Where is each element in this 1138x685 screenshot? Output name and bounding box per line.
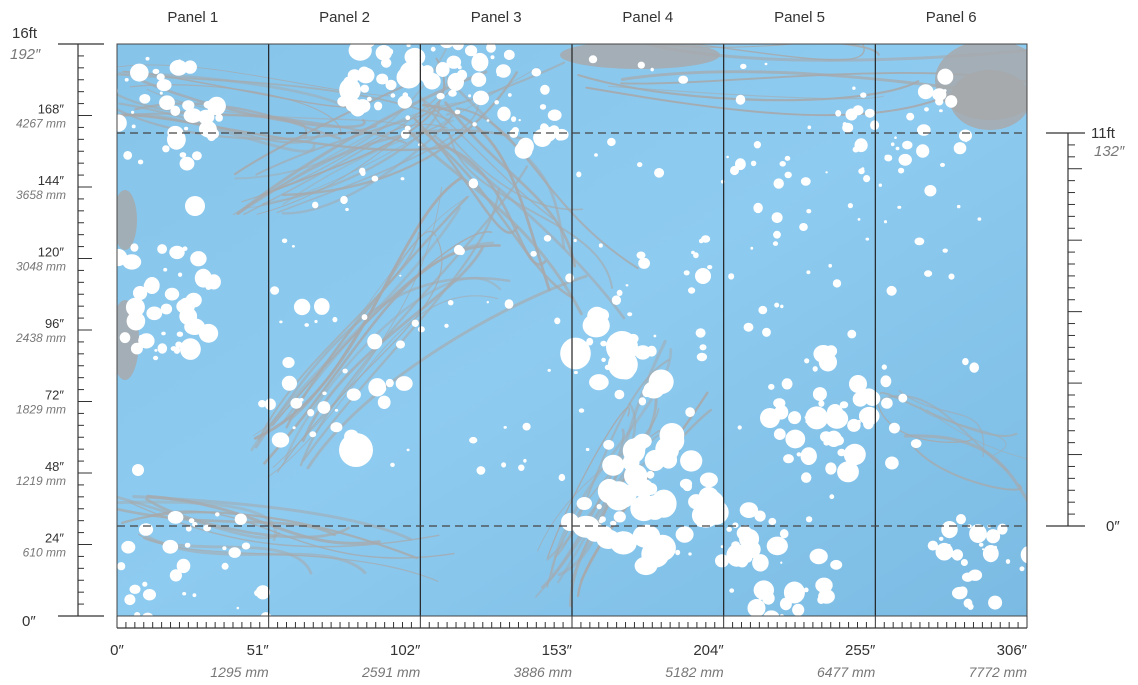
bottom-ruler: 0″ 51″ 1295 mm 102″ 2591 mm 153″ 3886 mm 204″ 51… <box>110 616 1028 680</box>
mural-image <box>117 44 1027 616</box>
left-ruler-mm-label: 1219 mm <box>16 474 66 488</box>
left-ruler-mm-label: 2438 mm <box>15 331 66 345</box>
right-ruler-zero-label: 0″ <box>1106 518 1120 535</box>
bottom-ruler-mm-label: 7772 mm <box>969 664 1028 680</box>
left-ruler-mm-label: 4267 mm <box>16 117 66 131</box>
panel-label: Panel 4 <box>622 9 673 26</box>
panel-label: Panel 6 <box>926 9 977 26</box>
foam-bubbles <box>117 44 1027 616</box>
bottom-ruler-label: 204″ <box>693 642 724 659</box>
right-ruler-top-label: 11ft <box>1091 125 1116 142</box>
bottom-ruler-mm-label: 2591 mm <box>361 664 421 680</box>
left-ruler-label: 72″ <box>45 388 64 403</box>
panel-label: Panel 5 <box>774 9 825 26</box>
bottom-ruler-label: 153″ <box>542 642 573 659</box>
left-ruler-zero-label: 0″ <box>22 613 36 630</box>
panel-dividers <box>268 44 876 616</box>
left-ruler-mm-label: 610 mm <box>23 546 66 560</box>
bottom-ruler-label: 255″ <box>845 642 876 659</box>
left-ruler-label: 24″ <box>45 531 64 546</box>
right-ruler: 11ft 132″ 0″ <box>1046 125 1125 535</box>
bottom-ruler-mm-label: 5182 mm <box>665 664 724 680</box>
right-ruler-top-sub: 132″ <box>1094 143 1125 160</box>
left-ruler-top-sub: 192″ <box>10 46 41 63</box>
bottom-ruler-mm-label: 6477 mm <box>817 664 876 680</box>
panel-label: Panel 3 <box>471 9 522 26</box>
bottom-ruler-label: 102″ <box>390 642 421 659</box>
panel-label: Panel 2 <box>319 9 370 26</box>
left-ruler-mm-label: 3658 mm <box>16 188 66 202</box>
left-ruler-label: 48″ <box>45 459 64 474</box>
left-ruler-label: 120″ <box>38 245 65 260</box>
left-ruler: 16ft 192″ 0″ 168″4267 mm 144″3658 mm 120″3… <box>10 25 104 630</box>
left-ruler-label: 168″ <box>38 102 65 117</box>
panel-label: Panel 1 <box>167 9 218 26</box>
left-ruler-top-label: 16ft <box>12 25 38 42</box>
bottom-ruler-label: 0″ <box>110 642 124 659</box>
bottom-ruler-mm-label: 1295 mm <box>210 664 269 680</box>
left-ruler-mm-label: 3048 mm <box>16 260 66 274</box>
left-ruler-label: 144″ <box>38 173 65 188</box>
bottom-ruler-label: 51″ <box>247 642 270 659</box>
panel-labels: Panel 1 Panel 2 Panel 3 Panel 4 Panel 5 Panel… <box>167 9 976 26</box>
left-ruler-label: 96″ <box>45 316 64 331</box>
left-ruler-mm-label: 1829 mm <box>16 403 66 417</box>
bottom-ruler-label: 306″ <box>997 642 1028 659</box>
bottom-ruler-mm-label: 3886 mm <box>514 664 573 680</box>
